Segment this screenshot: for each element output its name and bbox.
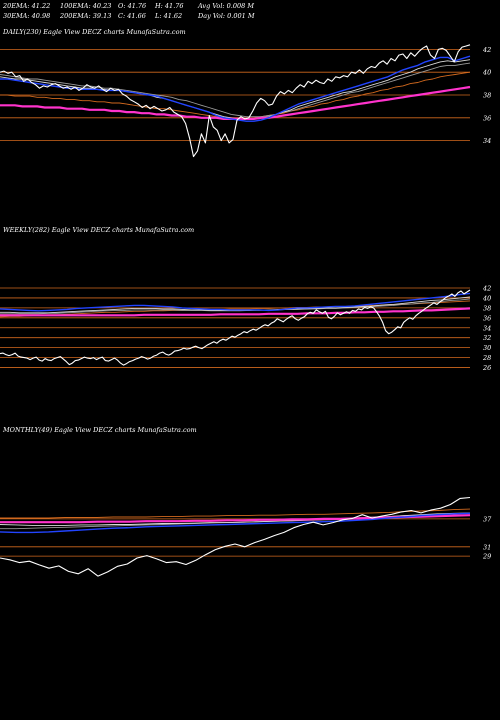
daily-panel-title: DAILY(230) Eagle View DECZ charts Munafa…: [2, 28, 186, 36]
header-low: L: 41.62: [154, 12, 182, 20]
ema-fast-line: [0, 512, 471, 534]
y-tick-label: 36: [483, 314, 491, 322]
header-high: H: 41.76: [154, 2, 184, 10]
price-line: [0, 496, 471, 577]
header-30ema: 30EMA: 40.98: [3, 12, 50, 20]
header-close: C: 41.66: [118, 12, 146, 20]
y-tick-label: 42: [482, 46, 491, 54]
y-tick-label: 34: [483, 324, 491, 332]
header-day-vol: Day Vol: 0.001 M: [197, 12, 255, 20]
y-tick-label: 40: [482, 294, 491, 302]
ema-slow-line: [0, 307, 471, 317]
monthly-panel: MONTHLY(49) Eagle View DECZ charts Munaf…: [0, 426, 492, 577]
y-tick-label: 38: [483, 92, 491, 100]
price-line: [0, 289, 471, 366]
y-tick-label: 40: [482, 69, 491, 77]
ema-orange-line: [0, 508, 471, 519]
monthly-panel-title: MONTHLY(49) Eagle View DECZ charts Munaf…: [2, 426, 197, 434]
y-tick-label: 38: [483, 304, 491, 312]
y-tick-label: 30: [483, 344, 491, 352]
ema-mid-grey-line: [0, 62, 471, 118]
y-tick-label: 37: [483, 515, 492, 523]
weekly-panel-title: WEEKLY(282) Eagle View DECZ charts Munaf…: [3, 226, 194, 234]
ema-fast-line: [0, 55, 471, 122]
weekly-panel: WEEKLY(282) Eagle View DECZ charts Munaf…: [0, 226, 491, 372]
indicator-header: 20EMA: 41.22 100EMA: 40.23 O: 41.76 H: 4…: [2, 2, 255, 20]
y-tick-label: 34: [483, 137, 491, 145]
header-200ema: 200EMA: 39.13: [59, 12, 111, 20]
y-tick-label: 42: [482, 284, 491, 292]
y-tick-label: 32: [483, 334, 491, 342]
ema-fast-line: [0, 292, 471, 312]
daily-panel: DAILY(230) Eagle View DECZ charts Munafa…: [0, 28, 491, 158]
y-tick-label: 31: [483, 543, 491, 551]
y-tick-label: 26: [482, 364, 491, 372]
price-line: [0, 44, 471, 158]
y-tick-label: 28: [482, 354, 491, 362]
y-tick-label: 36: [483, 114, 491, 122]
y-tick-label: 29: [482, 553, 491, 561]
header-open: O: 41.76: [118, 2, 146, 10]
header-20ema: 20EMA: 41.22: [2, 2, 50, 10]
header-avg-vol: Avg Vol: 0.008 M: [197, 2, 254, 10]
header-100ema: 100EMA: 40.23: [60, 2, 111, 10]
